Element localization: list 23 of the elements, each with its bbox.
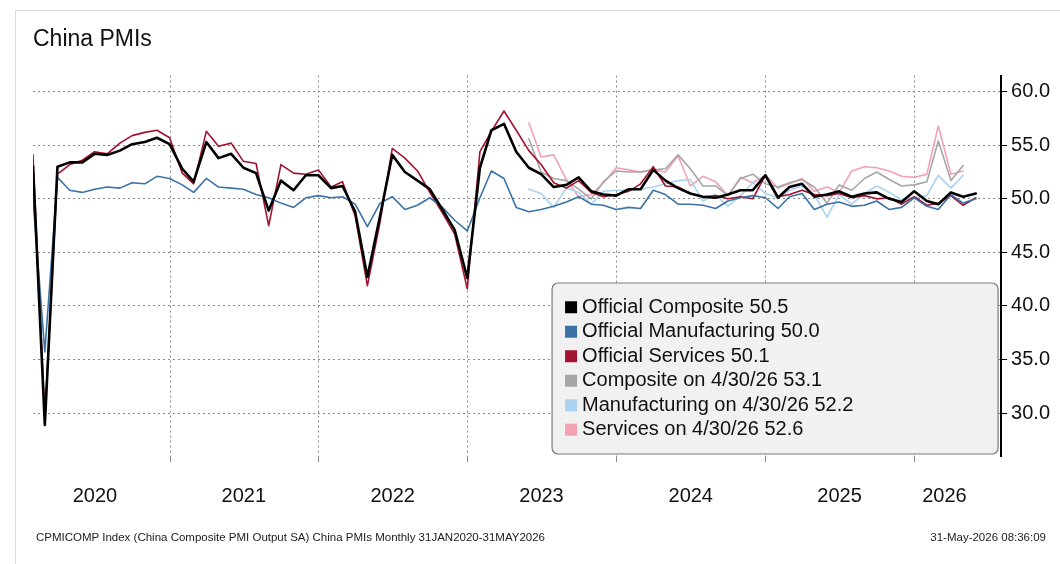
- x-tick-label: 2021: [221, 483, 267, 506]
- x-tick-label: 2022: [370, 483, 415, 506]
- x-tick-label: 2020: [72, 483, 118, 506]
- y-tick-label: 30.0: [1011, 400, 1051, 423]
- chart-title: China PMIs: [33, 25, 152, 52]
- legend-label: Manufacturing on 4/30/26 52.2: [582, 392, 854, 415]
- text: 31-May-2026 08:36:09: [930, 531, 1046, 543]
- legend-label: Services on 4/30/26 52.6: [582, 417, 804, 440]
- text: CPMICOMP Index (China Composite PMI Output SA) China PMIs Monthly 31JAN2020-31MAY2026: [36, 531, 545, 543]
- legend-label: Composite on 4/30/26 53.1: [582, 368, 823, 391]
- y-tick-label: 60.0: [1011, 79, 1051, 102]
- x-tick-label: 2024: [668, 483, 713, 506]
- x-tick-label: 2026: [922, 483, 967, 506]
- x-tick-label: 2023: [519, 483, 564, 506]
- legend-label: Official Manufacturing 50.0: [582, 319, 820, 342]
- x-tick-label: 2025: [817, 483, 862, 506]
- y-tick-label: 50.0: [1011, 186, 1051, 209]
- legend-label: Official Composite 50.5: [582, 294, 789, 317]
- y-tick-label: 55.0: [1011, 132, 1051, 155]
- y-tick-label: 35.0: [1011, 347, 1051, 370]
- legend-label: Official Services 50.1: [582, 343, 770, 366]
- y-tick-label: 40.0: [1011, 293, 1051, 316]
- y-tick-label: 45.0: [1011, 239, 1051, 262]
